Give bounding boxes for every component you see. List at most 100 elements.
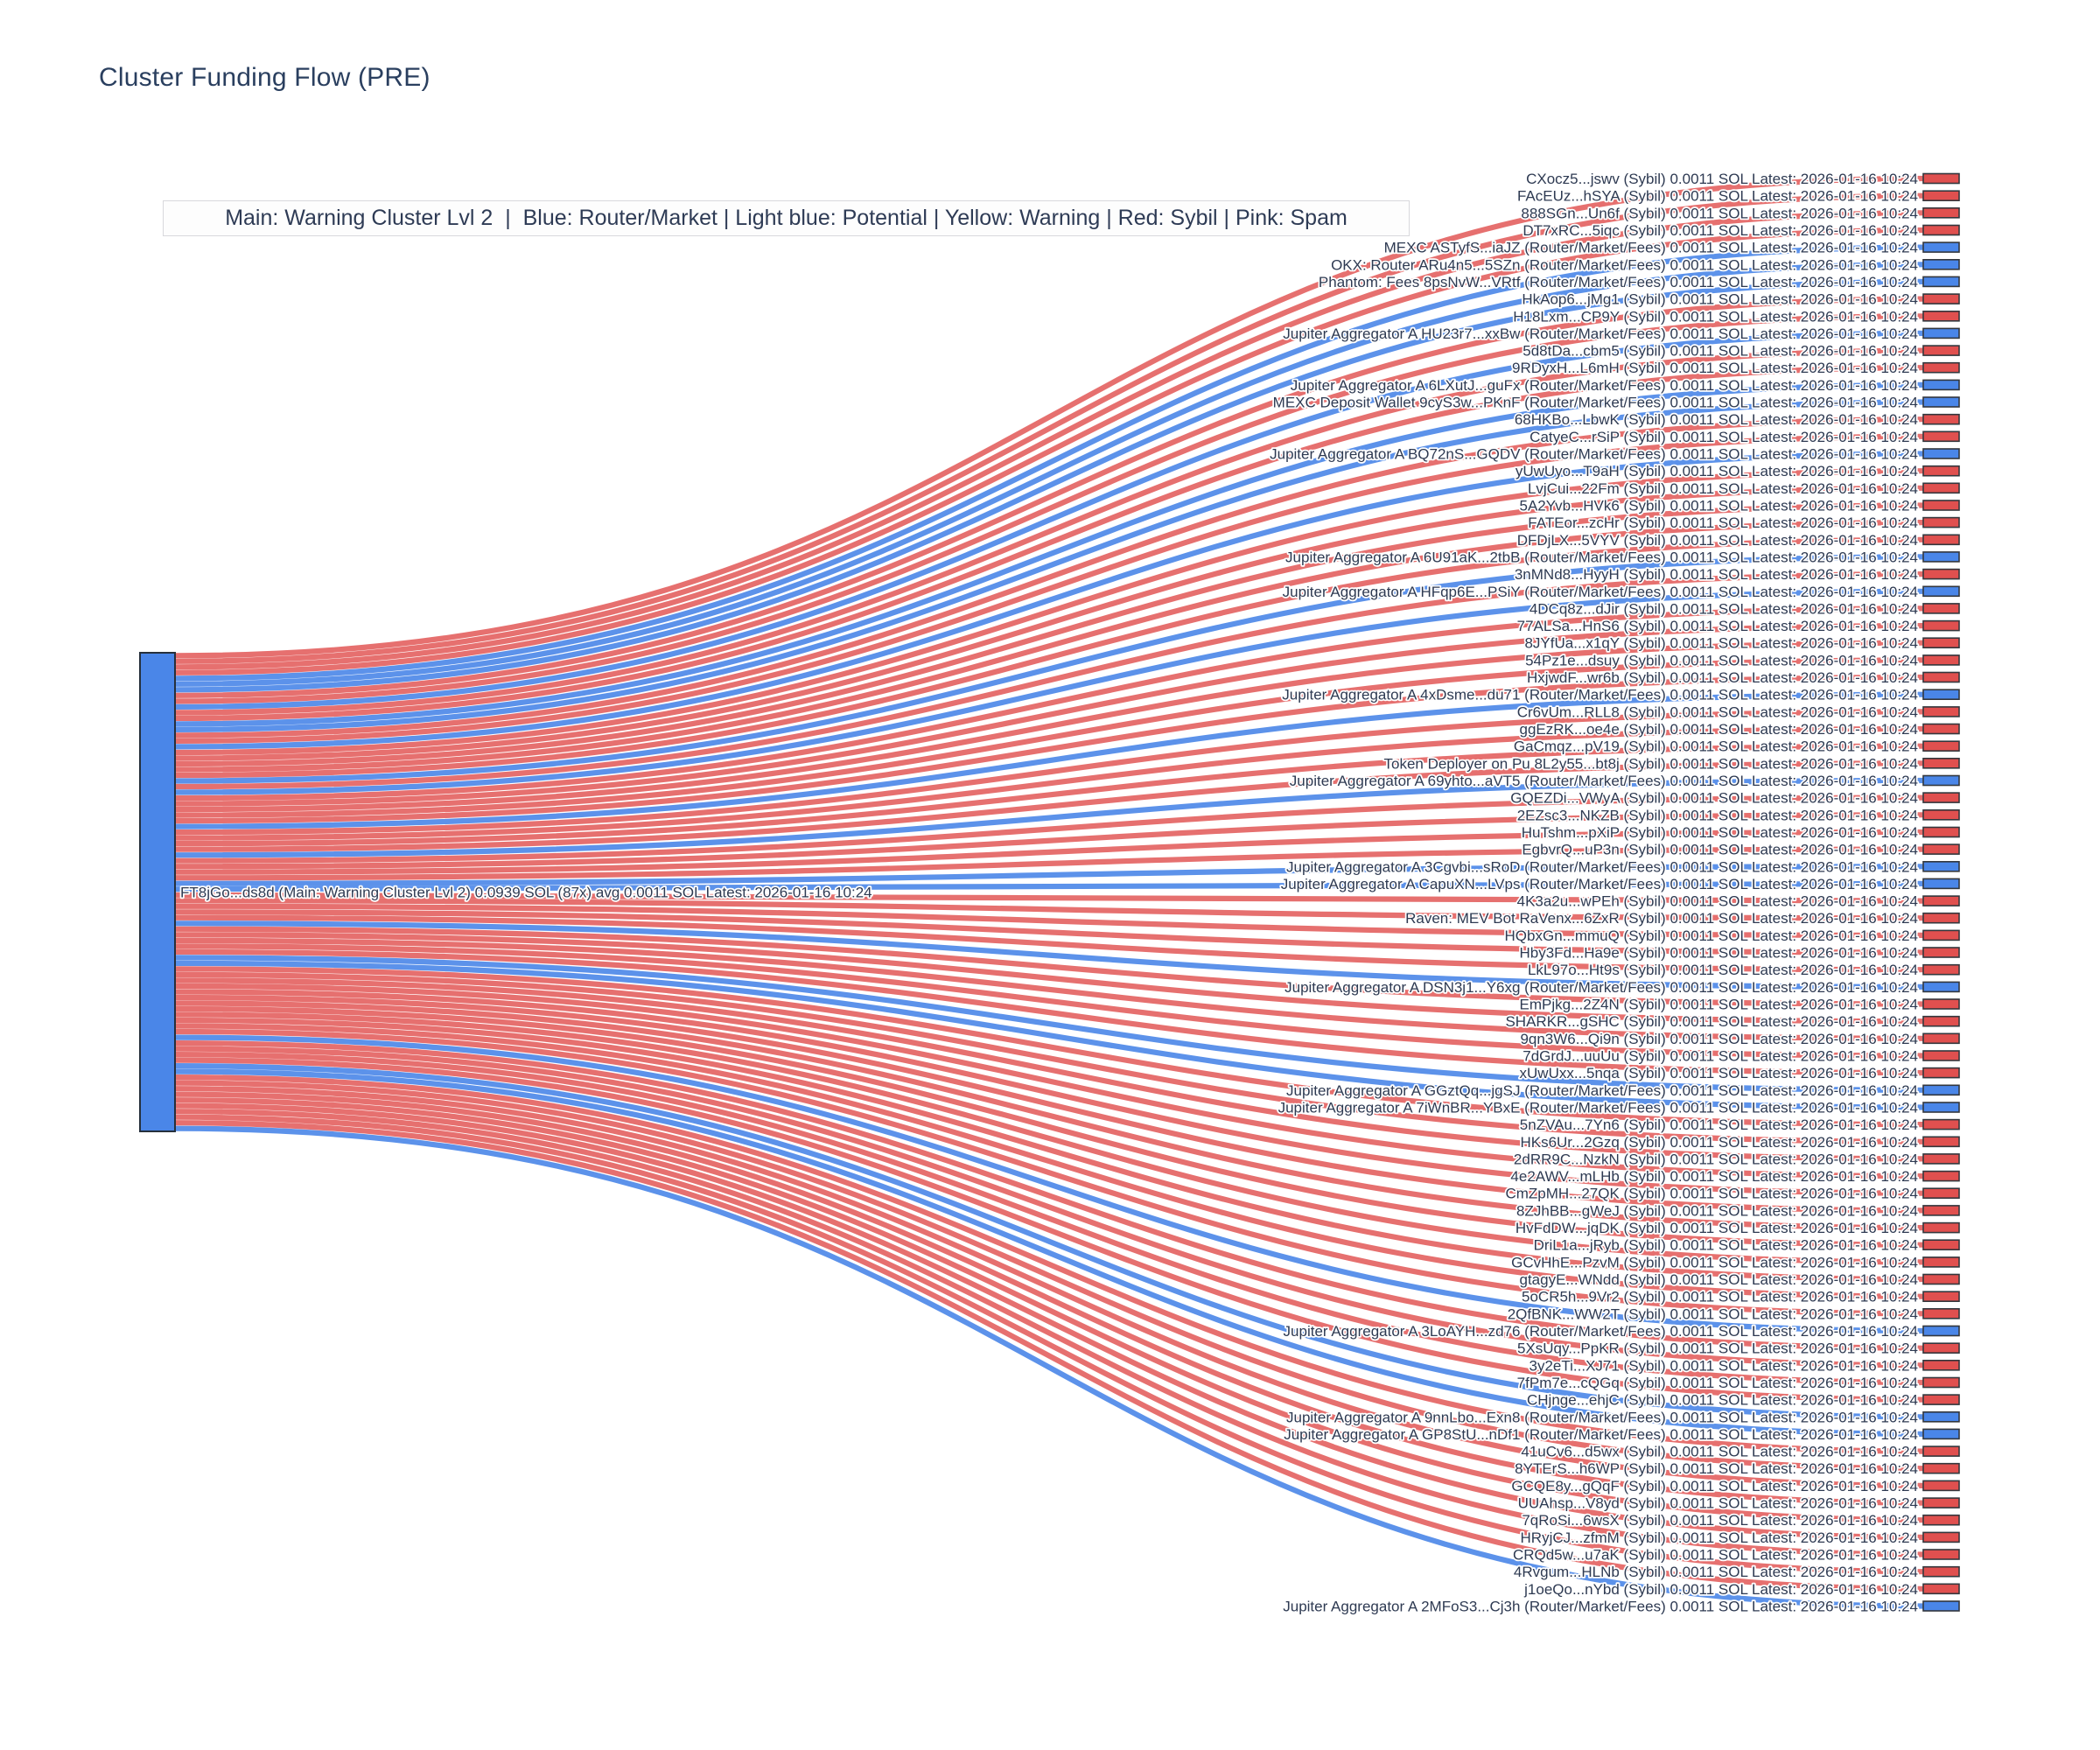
sankey-link[interactable] [174,278,1924,693]
sankey-link[interactable] [174,1000,1924,1231]
sankey-link[interactable] [174,330,1924,710]
sankey-link[interactable] [174,1097,1924,1523]
target-node[interactable] [1922,1583,1960,1595]
target-node[interactable] [1922,895,1960,906]
target-node[interactable] [1922,792,1960,803]
sankey-link[interactable] [174,955,1924,1093]
target-node[interactable] [1922,723,1960,735]
sankey-link[interactable] [174,262,1924,687]
sankey-link[interactable] [174,1034,1924,1334]
sankey-link[interactable] [174,606,1924,802]
sankey-link[interactable] [174,914,1924,973]
sankey-link[interactable] [174,1063,1924,1420]
sankey-link[interactable] [174,691,1924,830]
target-node[interactable] [1922,774,1960,787]
target-node[interactable] [1922,379,1960,391]
target-node[interactable] [1922,396,1960,408]
sankey-link[interactable] [174,520,1924,773]
sankey-link[interactable] [174,227,1924,676]
sankey-link[interactable] [174,1040,1924,1351]
target-node[interactable] [1922,757,1960,769]
target-node[interactable] [1922,1205,1960,1216]
target-node[interactable] [1922,1462,1960,1474]
target-node[interactable] [1922,190,1960,201]
target-node[interactable] [1922,1291,1960,1302]
sankey-link[interactable] [174,994,1924,1214]
sankey-link[interactable] [174,926,1924,1007]
target-node[interactable] [1922,276,1960,288]
target-node[interactable] [1922,310,1960,322]
target-node[interactable] [1922,929,1960,942]
target-node[interactable] [1922,1153,1960,1165]
sankey-link[interactable] [174,554,1924,784]
target-node[interactable] [1922,1446,1960,1457]
target-node[interactable] [1922,844,1960,855]
target-node[interactable] [1922,671,1960,683]
sankey-link[interactable] [174,347,1924,716]
target-node[interactable] [1922,860,1960,872]
sankey-link[interactable] [174,1005,1924,1248]
target-node[interactable] [1922,1394,1960,1405]
sankey-link[interactable] [174,640,1924,813]
sankey-link[interactable] [174,244,1924,682]
target-node[interactable] [1922,448,1960,459]
target-node[interactable] [1922,1187,1960,1199]
target-node[interactable] [1922,500,1960,511]
sankey-link[interactable] [174,674,1924,824]
sankey-link[interactable] [174,1012,1924,1265]
target-node[interactable] [1922,465,1960,477]
sankey-link[interactable] [174,588,1924,795]
target-node[interactable] [1922,1342,1960,1354]
sankey-link[interactable] [174,399,1924,732]
target-node[interactable] [1922,1256,1960,1268]
sankey-link[interactable] [174,725,1924,841]
sankey-link[interactable] [174,433,1924,744]
sankey-link[interactable] [174,1074,1924,1454]
target-node[interactable] [1922,878,1960,890]
target-node[interactable] [1922,706,1960,718]
sankey-link[interactable] [174,846,1924,881]
sankey-link[interactable] [174,1023,1924,1299]
source-node[interactable] [139,652,176,1132]
sankey-link[interactable] [174,1052,1924,1386]
sankey-link[interactable] [174,210,1924,670]
target-node[interactable] [1922,258,1960,270]
sankey-link[interactable] [174,1080,1924,1472]
sankey-link[interactable] [174,777,1924,858]
sankey-link[interactable] [174,192,1924,664]
target-node[interactable] [1922,1325,1960,1337]
target-node[interactable] [1922,1480,1960,1492]
target-node[interactable] [1922,1600,1960,1612]
target-node[interactable] [1922,637,1960,649]
sankey-link[interactable] [174,989,1924,1196]
sankey-link[interactable] [174,943,1924,1059]
target-node[interactable] [1922,689,1960,701]
target-node[interactable] [1922,568,1960,580]
target-node[interactable] [1922,1136,1960,1148]
target-node[interactable] [1922,345,1960,356]
target-node[interactable] [1922,826,1960,838]
target-node[interactable] [1922,361,1960,374]
target-node[interactable] [1922,740,1960,752]
target-node[interactable] [1922,1222,1960,1234]
target-node[interactable] [1922,1565,1960,1578]
target-node[interactable] [1922,1084,1960,1096]
sankey-link[interactable] [174,1102,1924,1540]
target-node[interactable] [1922,482,1960,494]
target-node[interactable] [1922,207,1960,219]
sankey-link[interactable] [174,760,1924,852]
target-node[interactable] [1922,912,1960,924]
target-node[interactable] [1922,963,1960,976]
sankey-link[interactable] [174,971,1924,1144]
sankey-link[interactable] [174,864,1924,886]
target-node[interactable] [1922,1531,1960,1544]
sankey-link[interactable] [174,536,1924,779]
target-node[interactable] [1922,808,1960,821]
sankey-link[interactable] [174,502,1924,767]
target-node[interactable] [1922,327,1960,340]
target-node[interactable] [1922,1015,1960,1027]
sankey-link[interactable] [174,909,1924,956]
target-node[interactable] [1922,1549,1960,1560]
sankey-link[interactable] [174,1057,1924,1403]
sankey-link[interactable] [174,1091,1924,1506]
